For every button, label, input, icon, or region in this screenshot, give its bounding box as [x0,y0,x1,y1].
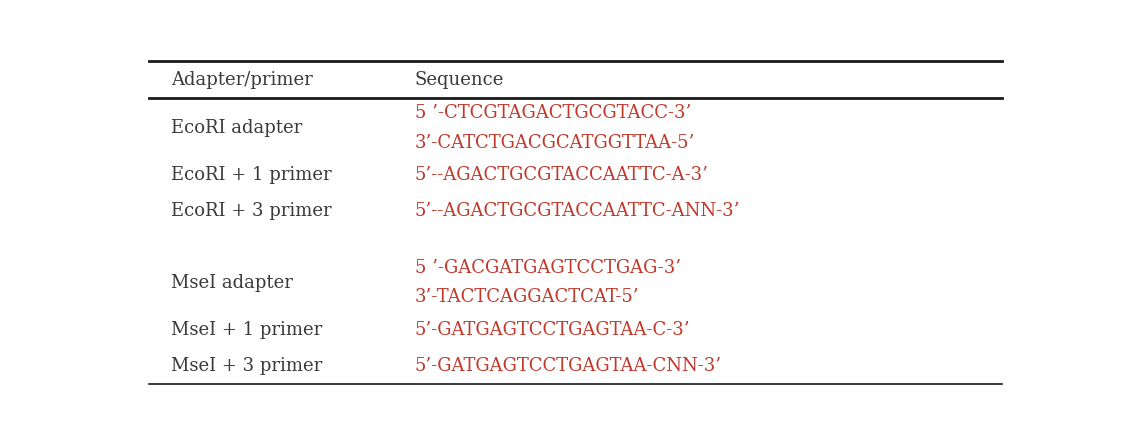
Text: 3’-TACTCAGGACTCAT-5’: 3’-TACTCAGGACTCAT-5’ [414,289,639,307]
Text: 5’--AGACTGCGTACCAATTC-ANN-3’: 5’--AGACTGCGTACCAATTC-ANN-3’ [414,202,740,220]
Text: 5 ’-CTCGTAGACTGCGTACC-3’: 5 ’-CTCGTAGACTGCGTACC-3’ [414,104,691,122]
Text: MseI + 1 primer: MseI + 1 primer [171,321,322,339]
Text: MseI adapter: MseI adapter [171,274,293,292]
Text: EcoRI + 1 primer: EcoRI + 1 primer [171,166,331,184]
Text: 5 ’-GACGATGAGTCCTGAG-3’: 5 ’-GACGATGAGTCCTGAG-3’ [414,259,681,277]
Text: Sequence: Sequence [414,71,504,88]
Text: EcoRI adapter: EcoRI adapter [171,119,302,137]
Text: Adapter/primer: Adapter/primer [171,71,312,88]
Text: EcoRI + 3 primer: EcoRI + 3 primer [171,202,331,220]
Text: 5’-GATGAGTCCTGAGTAA-CNN-3’: 5’-GATGAGTCCTGAGTAA-CNN-3’ [414,357,722,375]
Text: MseI + 3 primer: MseI + 3 primer [171,357,322,375]
Text: 5’--AGACTGCGTACCAATTC-A-3’: 5’--AGACTGCGTACCAATTC-A-3’ [414,166,709,184]
Text: 5’-GATGAGTCCTGAGTAA-C-3’: 5’-GATGAGTCCTGAGTAA-C-3’ [414,321,691,339]
Text: 3’-CATCTGACGCATGGTTAA-5’: 3’-CATCTGACGCATGGTTAA-5’ [414,134,695,152]
